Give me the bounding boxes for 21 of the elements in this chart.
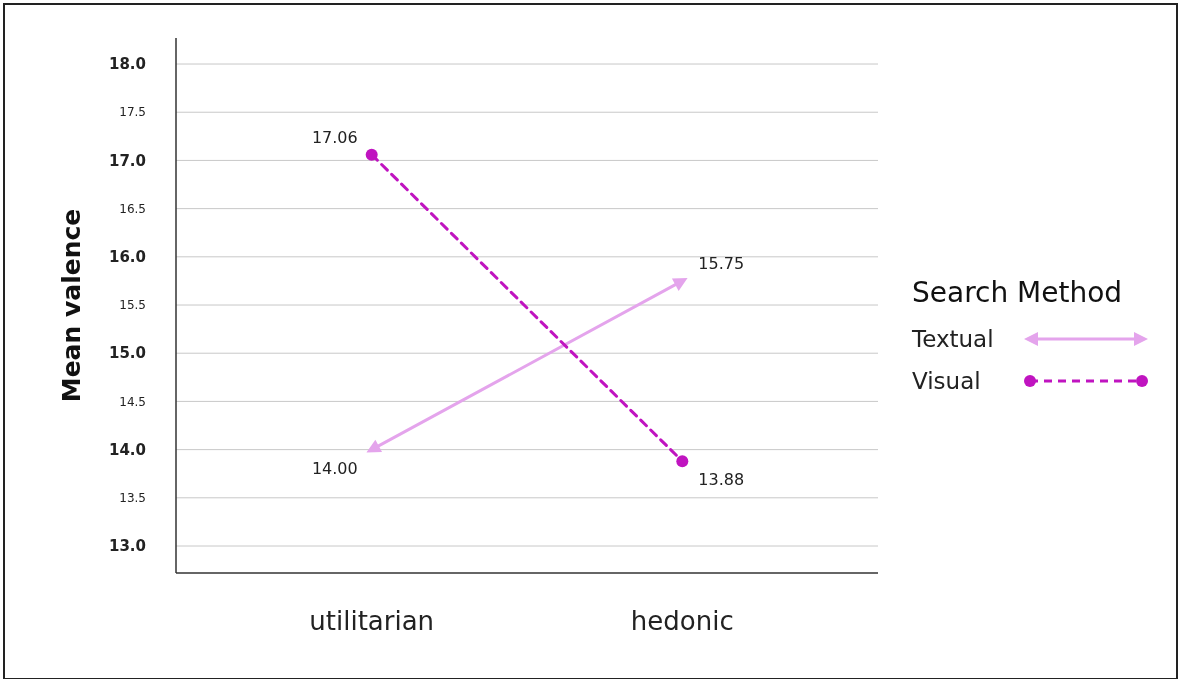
- x-tick-label: utilitarian: [309, 606, 435, 636]
- legend-label: Textual: [911, 326, 994, 353]
- y-axis-title: Mean valence: [57, 208, 86, 403]
- y-tick-label: 13.0: [108, 537, 146, 556]
- y-tick-label: 16.5: [119, 201, 146, 216]
- data-label: 13.88: [698, 470, 745, 490]
- y-tick-label: 18.0: [108, 55, 146, 74]
- y-tick-label: 16.0: [108, 248, 146, 267]
- y-tick-label: 17.5: [119, 105, 146, 120]
- data-label: 15.75: [698, 253, 745, 273]
- y-tick-label: 13.5: [119, 491, 146, 506]
- y-tick-label: 17.0: [108, 151, 146, 170]
- legend-label: Visual: [912, 368, 981, 395]
- y-tick-label: 15.5: [119, 298, 146, 313]
- data-label: 17.06: [311, 127, 358, 147]
- y-tick-label: 14.5: [119, 394, 146, 409]
- legend-title: Search Method: [912, 275, 1123, 309]
- data-label: 14.00: [311, 458, 358, 478]
- y-tick-label: 14.0: [108, 440, 146, 459]
- x-tick-label: hedonic: [630, 606, 734, 636]
- y-tick-label: 15.0: [108, 344, 146, 363]
